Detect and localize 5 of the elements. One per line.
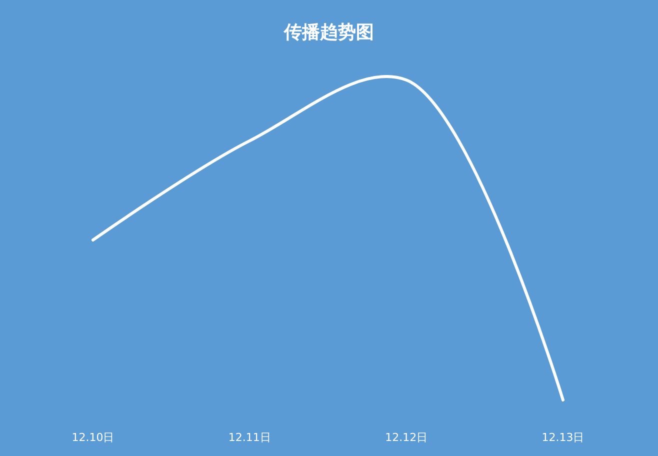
chart-title: 传播趋势图 [283, 22, 374, 43]
x-tick-label: 12.10日 [72, 430, 114, 444]
x-tick-label: 12.12日 [385, 430, 428, 444]
x-tick-label: 12.13日 [542, 430, 584, 444]
x-tick-label: 12.11日 [228, 430, 271, 444]
